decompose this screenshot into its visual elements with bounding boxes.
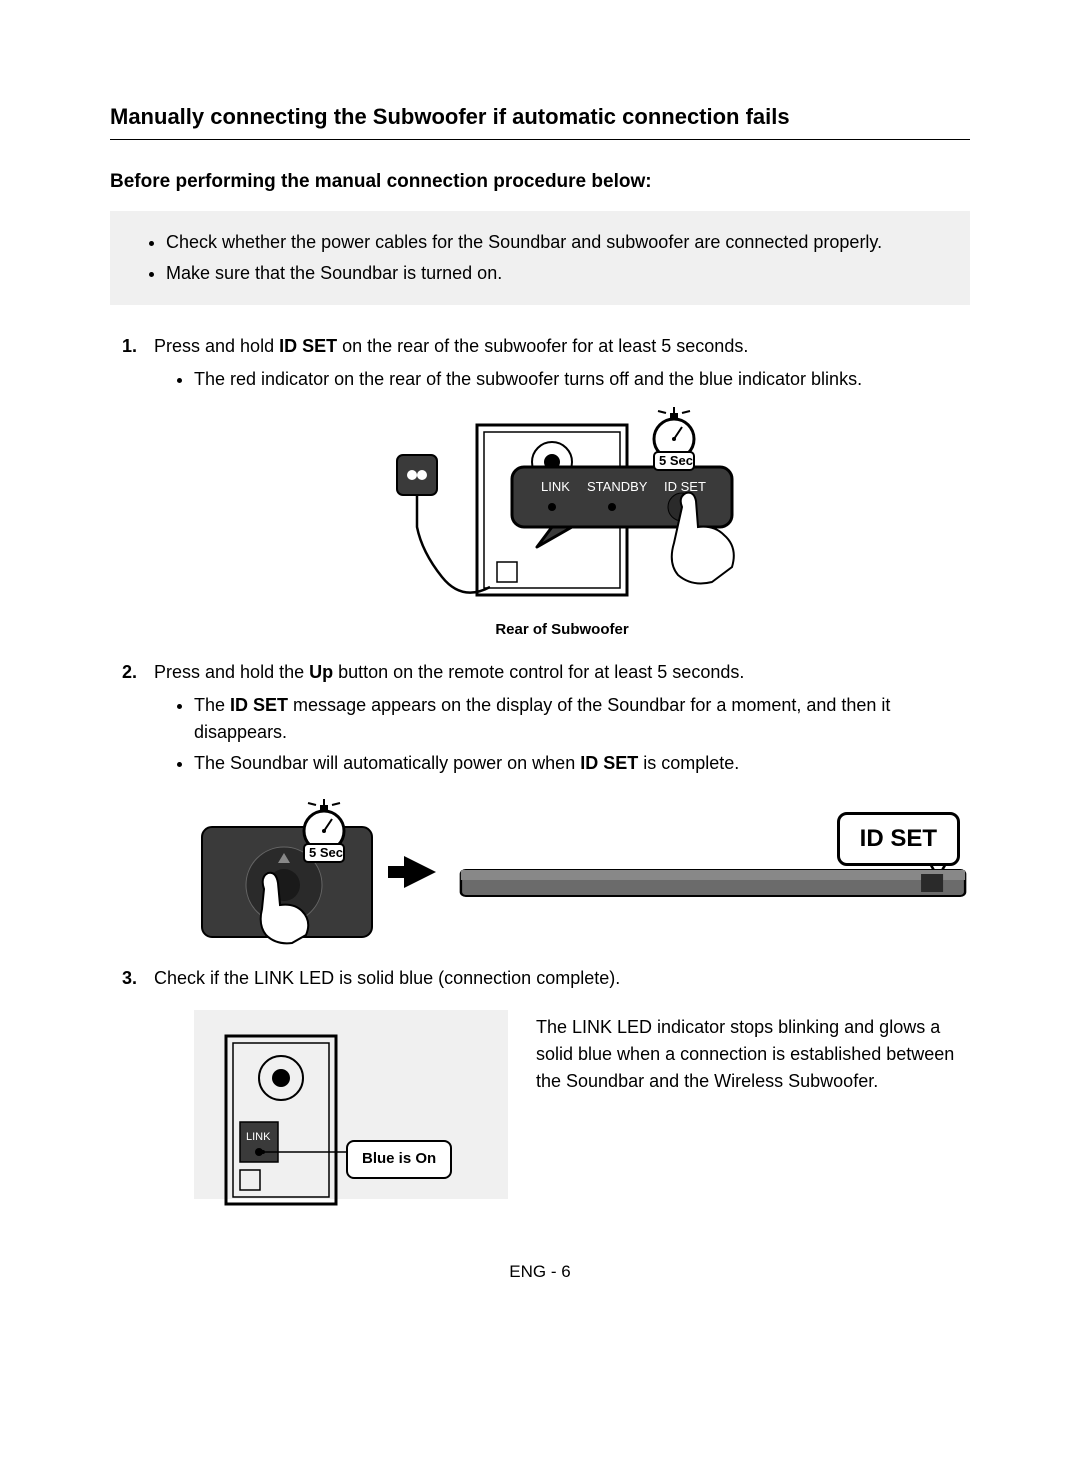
panel-label-link: LINK [541, 479, 570, 494]
step1-text-bold: ID SET [279, 336, 337, 356]
step1-text-post: on the rear of the subwoofer for at leas… [337, 336, 748, 356]
diagram-step2: 5 Sec ID SET [194, 797, 970, 947]
arrow-right-icon [404, 856, 436, 888]
section-subtitle: Before performing the manual connection … [110, 168, 970, 197]
info-box: Check whether the power cables for the S… [110, 211, 970, 305]
blue-is-on-label: Blue is On [346, 1140, 452, 1179]
info-bullet: Make sure that the Soundbar is turned on… [166, 260, 952, 287]
step3-description: The LINK LED indicator stops blinking an… [536, 1010, 970, 1095]
stopwatch-label-2: 5 Sec [309, 845, 343, 860]
panel-label-idset: ID SET [664, 479, 706, 494]
step-1: Press and hold ID SET on the rear of the… [122, 333, 970, 642]
step2-text-bold: Up [309, 662, 333, 682]
panel-label-standby: STANDBY [587, 479, 648, 494]
page-footer: ENG - 6 [110, 1259, 970, 1285]
step2-sub2: The Soundbar will automatically power on… [194, 750, 970, 777]
step1-sub1: The red indicator on the rear of the sub… [194, 366, 970, 393]
link-label: LINK [246, 1131, 271, 1143]
diagram-step3: LINK Blue is On The LINK LED indicator s… [194, 1010, 970, 1199]
step3-text: Check if the LINK LED is solid blue (con… [154, 968, 620, 988]
page-title: Manually connecting the Subwoofer if aut… [110, 100, 970, 140]
steps-list: Press and hold ID SET on the rear of the… [110, 333, 970, 1199]
diagram-caption-1: Rear of Subwoofer [154, 619, 970, 642]
info-bullet: Check whether the power cables for the S… [166, 229, 952, 256]
stopwatch-label-1: 5 Sec [659, 453, 693, 468]
step-2: Press and hold the Up button on the remo… [122, 659, 970, 947]
step-3: Check if the LINK LED is solid blue (con… [122, 965, 970, 1199]
step2-text-pre: Press and hold the [154, 662, 309, 682]
diagram-step1: LINK STANDBY ID SET [154, 407, 970, 642]
step2-sub1: The ID SET message appears on the displa… [194, 692, 970, 746]
step1-text-pre: Press and hold [154, 336, 279, 356]
step2-text-post: button on the remote control for at leas… [333, 662, 744, 682]
